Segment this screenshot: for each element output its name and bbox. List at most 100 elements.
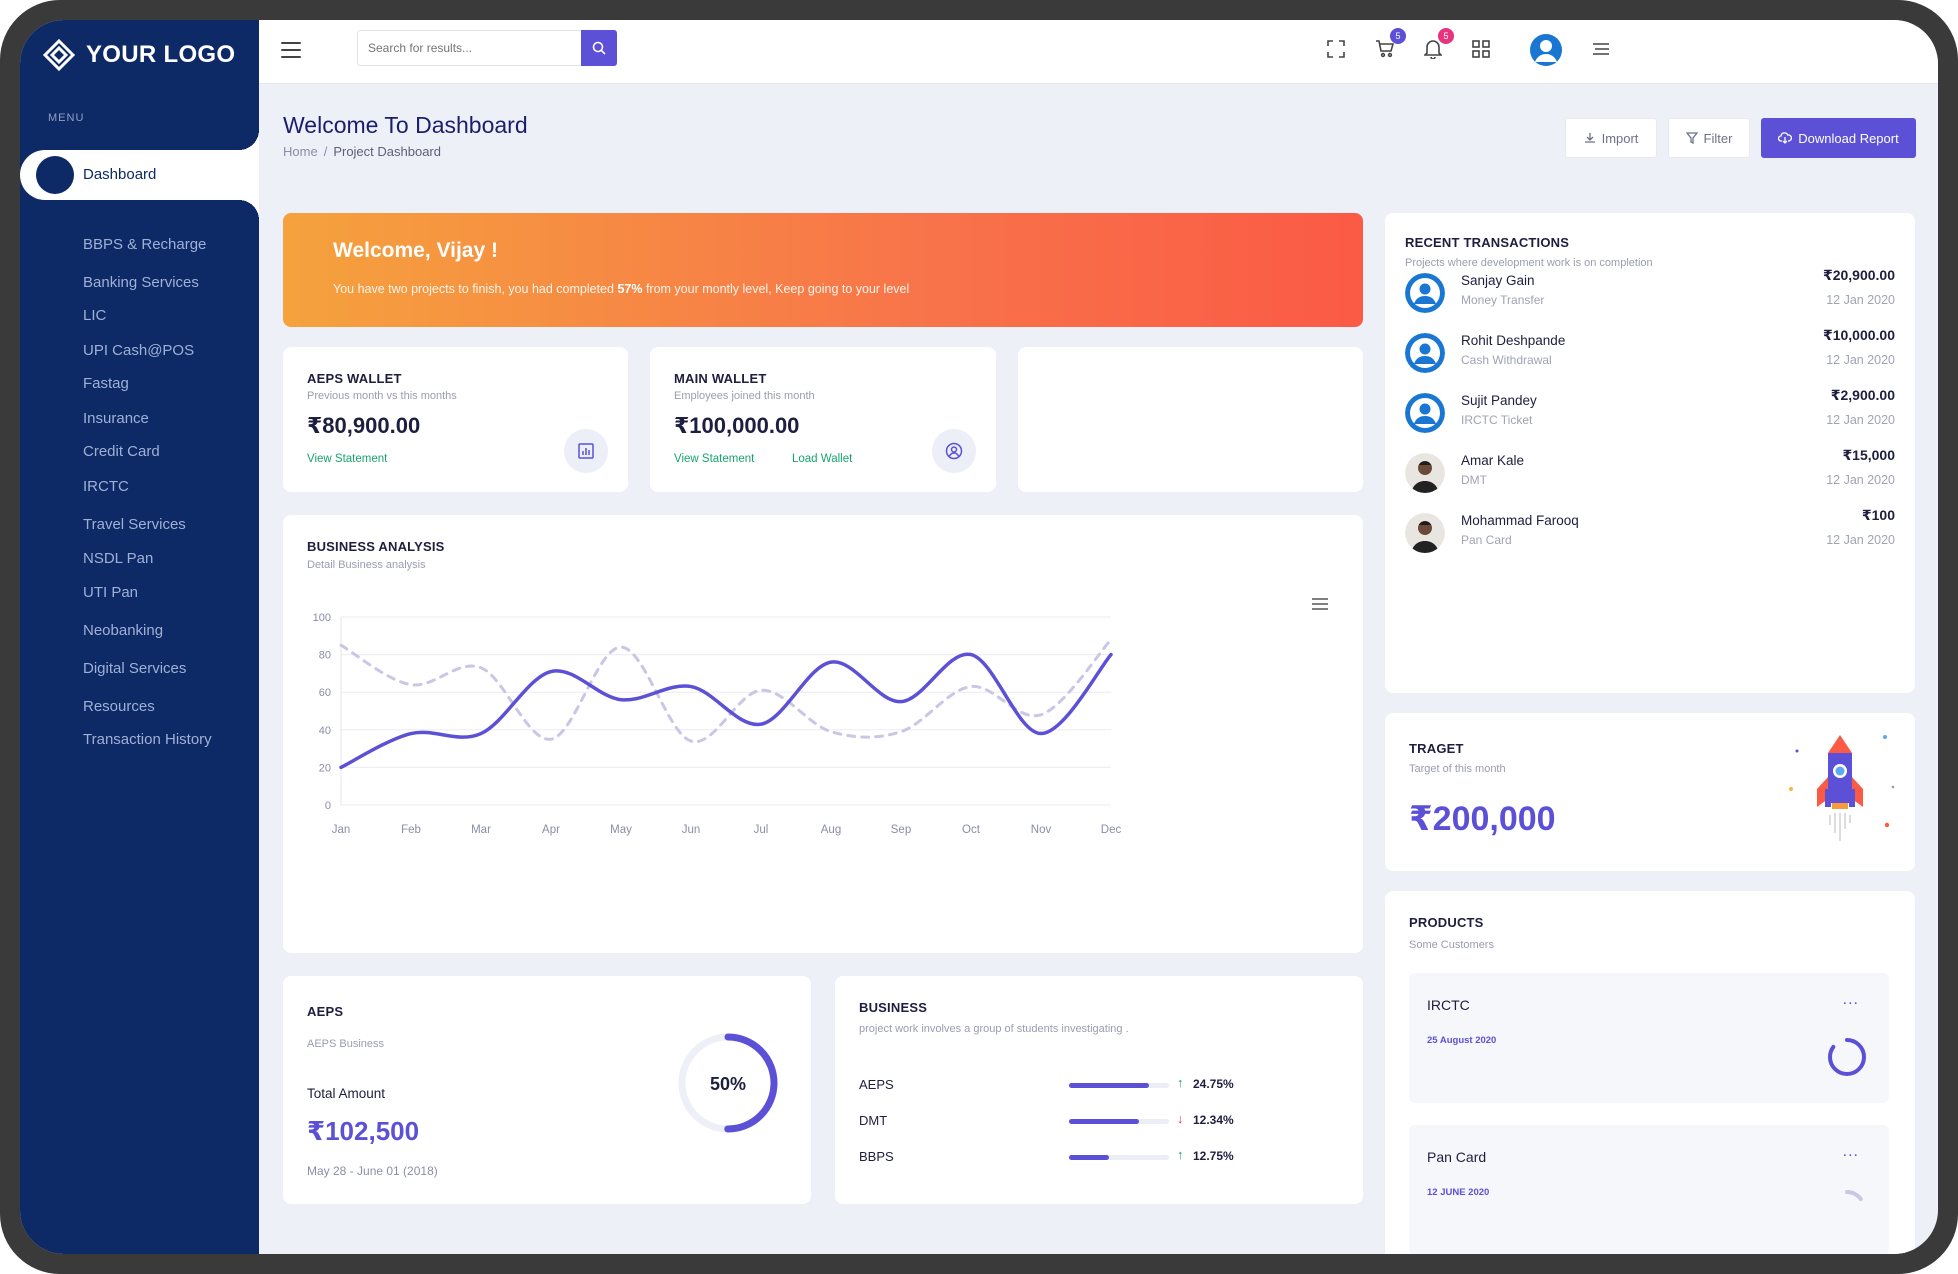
business-card: BUSINESS project work involves a group o… xyxy=(835,976,1363,1204)
x-tick-label: Jun xyxy=(682,824,701,836)
sidebar: YOUR LOGO MENU Dashboard BBPS & Recharge… xyxy=(20,20,259,1254)
aeps-subtitle: AEPS Business xyxy=(307,1038,385,1050)
transaction-amount: ₹2,900.00 xyxy=(1830,387,1895,403)
transaction-item[interactable]: Mohammad Farooq Pan Card ₹100 12 Jan 202… xyxy=(1405,507,1895,557)
sidebar-item-fastag[interactable]: Fastag xyxy=(83,375,129,392)
x-tick-label: Oct xyxy=(962,824,981,836)
x-tick-label: Nov xyxy=(1031,824,1052,836)
transaction-amount: ₹20,900.00 xyxy=(1822,267,1895,283)
x-tick-label: May xyxy=(610,824,632,836)
series-line-dashed xyxy=(339,638,1113,744)
banner-text: You have two projects to finish, you had… xyxy=(333,282,910,296)
transaction-type: Cash Withdrawal xyxy=(1461,353,1552,367)
main-wallet-amount: ₹100,000.00 xyxy=(674,413,800,438)
breadcrumb-separator: / xyxy=(323,144,328,159)
load-wallet-link[interactable]: Load Wallet xyxy=(792,453,853,465)
aeps-wallet-subtitle: Previous month vs this months xyxy=(307,390,457,402)
cart-badge: 5 xyxy=(1390,28,1406,44)
main-wallet-card: MAIN WALLET Employees joined this month … xyxy=(650,347,996,492)
breadcrumb-home[interactable]: Home xyxy=(283,144,318,159)
page-title: Welcome To Dashboard xyxy=(283,112,528,138)
user-avatar-icon[interactable] xyxy=(1530,34,1562,66)
menu-icon[interactable] xyxy=(281,42,301,58)
fullscreen-icon[interactable] xyxy=(1325,38,1347,60)
aeps-view-statement-link[interactable]: View Statement xyxy=(307,453,388,465)
import-button[interactable]: Import xyxy=(1565,118,1657,158)
apps-grid-icon[interactable] xyxy=(1470,38,1492,60)
transaction-item[interactable]: Sujit Pandey IRCTC Ticket ₹2,900.00 12 J… xyxy=(1405,387,1895,437)
transaction-amount: ₹10,000.00 xyxy=(1822,327,1895,343)
filter-icon xyxy=(1685,132,1698,144)
sidebar-item-upi[interactable]: UPI Cash@POS xyxy=(83,342,195,359)
recent-transactions-card: RECENT TRANSACTIONS Projects where devel… xyxy=(1385,213,1915,693)
breadcrumb: Home / Project Dashboard xyxy=(283,144,441,159)
transaction-item[interactable]: Amar Kale DMT ₹15,000 12 Jan 2020 xyxy=(1405,447,1895,497)
transaction-item[interactable]: Sanjay Gain Money Transfer ₹20,900.00 12… xyxy=(1405,267,1895,317)
user-circle-icon[interactable] xyxy=(932,429,976,473)
transactions-subtitle: Projects where development work is on co… xyxy=(1405,257,1653,269)
product-progress-ring xyxy=(1828,1190,1866,1228)
ring-arc xyxy=(1828,1190,1866,1228)
cart-icon[interactable]: 5 xyxy=(1374,28,1406,60)
sidebar-item-banking[interactable]: Banking Services xyxy=(83,274,199,291)
target-subtitle: Target of this month xyxy=(1409,763,1506,775)
arrow-down-icon: ↓ xyxy=(1177,1111,1184,1126)
download-icon xyxy=(1584,133,1595,143)
transaction-name: Mohammad Farooq xyxy=(1461,513,1579,528)
main-wallet-subtitle: Employees joined this month xyxy=(674,390,815,402)
business-row-percent: 24.75% xyxy=(1193,1077,1234,1091)
sidebar-item-transaction-history[interactable]: Transaction History xyxy=(83,731,212,748)
sidebar-item-credit-card[interactable]: Credit Card xyxy=(83,443,160,460)
search-icon xyxy=(592,41,606,55)
transaction-name: Sanjay Gain xyxy=(1461,273,1535,288)
dashboard-icon xyxy=(36,156,74,194)
download-report-button[interactable]: Download Report xyxy=(1761,118,1916,158)
product-menu-icon[interactable]: ... xyxy=(1842,1143,1859,1160)
transaction-name: Rohit Deshpande xyxy=(1461,333,1566,348)
brand-logo[interactable]: YOUR LOGO xyxy=(42,38,235,72)
product-name: Pan Card xyxy=(1427,1149,1487,1165)
search-button[interactable] xyxy=(581,30,617,66)
total-amount-label: Total Amount xyxy=(307,1086,386,1101)
sidebar-item-bbps[interactable]: BBPS & Recharge xyxy=(83,236,207,253)
product-date: 25 August 2020 xyxy=(1427,1035,1497,1046)
more-menu-icon[interactable] xyxy=(1590,38,1612,60)
product-item[interactable]: IRCTC 25 August 2020 ... xyxy=(1409,973,1889,1103)
aeps-donut-chart xyxy=(678,1033,778,1133)
transaction-date: 12 Jan 2020 xyxy=(1826,293,1895,307)
product-name: IRCTC xyxy=(1427,997,1470,1013)
product-menu-icon[interactable]: ... xyxy=(1842,991,1859,1008)
bar-chart-icon[interactable] xyxy=(564,429,608,473)
products-subtitle: Some Customers xyxy=(1409,939,1494,951)
aeps-donut-label: 50% xyxy=(710,1074,747,1094)
product-progress-ring xyxy=(1828,1038,1866,1076)
sidebar-item-neobanking[interactable]: Neobanking xyxy=(83,622,164,639)
sidebar-item-nsdl-pan[interactable]: NSDL Pan xyxy=(83,550,154,567)
x-tick-label: Apr xyxy=(542,824,560,836)
search-input[interactable] xyxy=(357,30,583,66)
products-title: PRODUCTS xyxy=(1409,915,1484,930)
business-progress-fill xyxy=(1069,1083,1149,1088)
cloud-download-icon xyxy=(1778,132,1793,144)
sidebar-item-uti-pan[interactable]: UTI Pan xyxy=(83,584,139,601)
sidebar-item-travel[interactable]: Travel Services xyxy=(83,516,186,533)
filter-button[interactable]: Filter xyxy=(1668,118,1750,158)
sidebar-item-lic[interactable]: LIC xyxy=(83,307,107,324)
sidebar-item-dashboard[interactable]: Dashboard xyxy=(20,130,259,220)
transaction-type: Money Transfer xyxy=(1461,293,1545,307)
main-view-statement-link[interactable]: View Statement xyxy=(674,453,755,465)
transaction-item[interactable]: Rohit Deshpande Cash Withdrawal ₹10,000.… xyxy=(1405,327,1895,377)
menu-caption: MENU xyxy=(48,112,85,124)
aeps-title: AEPS xyxy=(307,1004,344,1019)
product-item[interactable]: Pan Card 12 JUNE 2020 ... xyxy=(1409,1125,1889,1254)
bell-icon[interactable]: 5 xyxy=(1422,28,1454,60)
sidebar-item-irctc[interactable]: IRCTC xyxy=(83,478,129,495)
chart-menu-icon[interactable] xyxy=(1312,597,1328,615)
sidebar-item-resources[interactable]: Resources xyxy=(83,698,155,715)
sidebar-item-insurance[interactable]: Insurance xyxy=(83,410,149,427)
download-report-label: Download Report xyxy=(1798,130,1899,146)
business-title: BUSINESS xyxy=(859,1000,928,1015)
logo-icon xyxy=(42,38,76,72)
x-tick-label: Jul xyxy=(754,824,769,836)
sidebar-item-digital[interactable]: Digital Services xyxy=(83,660,187,677)
